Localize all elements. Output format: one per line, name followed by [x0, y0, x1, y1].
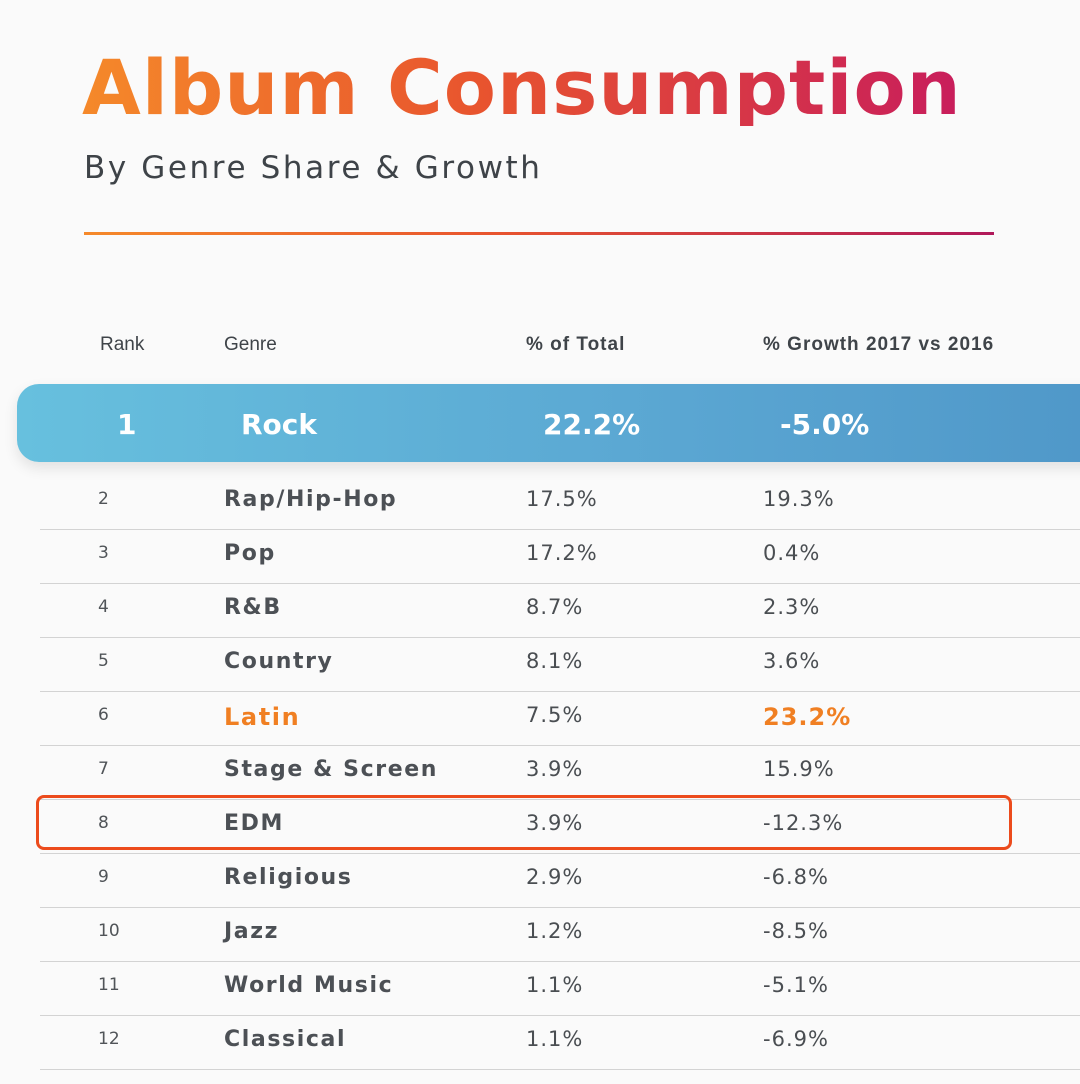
- table-row-rank-11: 11 World Music 1.1% -5.1%: [0, 962, 1080, 1016]
- rank-cell: 4: [98, 597, 109, 617]
- table-row-rank-4: 4 R&B 8.7% 2.3%: [0, 584, 1080, 638]
- rank-cell: 10: [98, 921, 120, 941]
- growth-cell: 3.6%: [763, 649, 821, 673]
- rank-cell: 12: [98, 1029, 120, 1049]
- share-cell: 22.2%: [543, 408, 641, 441]
- growth-cell: -12.3%: [763, 811, 844, 835]
- rank-cell: 8: [98, 813, 109, 833]
- growth-cell: -5.0%: [780, 408, 870, 441]
- share-cell: 8.1%: [526, 649, 584, 673]
- genre-cell: Jazz: [224, 919, 280, 944]
- rank-cell: 3: [98, 543, 109, 563]
- growth-cell: 2.3%: [763, 595, 821, 619]
- table-row-rank-10: 10 Jazz 1.2% -8.5%: [0, 908, 1080, 962]
- table-row-rank-2: 2 Rap/Hip-Hop 17.5% 19.3%: [0, 476, 1080, 530]
- growth-cell: -8.5%: [763, 919, 829, 943]
- highlighted-row-rank-1: 1 Rock 22.2% -5.0%: [17, 384, 1080, 462]
- table-row-rank-9: 9 Religious 2.9% -6.8%: [0, 854, 1080, 908]
- genre-cell: Classical: [224, 1027, 347, 1052]
- table-row-rank-6: 6 Latin 7.5% 23.2%: [0, 692, 1080, 746]
- table-row-rank-5: 5 Country 8.1% 3.6%: [0, 638, 1080, 692]
- share-cell: 1.1%: [526, 1027, 584, 1051]
- table-row-rank-3: 3 Pop 17.2% 0.4%: [0, 530, 1080, 584]
- genre-cell: Latin: [224, 703, 301, 731]
- table-row-rank-7: 7 Stage & Screen 3.9% 15.9%: [0, 746, 1080, 800]
- growth-cell: 23.2%: [763, 703, 852, 731]
- rank-cell: 6: [98, 705, 109, 725]
- genre-cell: R&B: [224, 595, 282, 620]
- genre-cell: EDM: [224, 811, 284, 836]
- share-cell: 8.7%: [526, 595, 584, 619]
- rank-cell: 5: [98, 651, 109, 671]
- growth-cell: 0.4%: [763, 541, 821, 565]
- genre-cell: Country: [224, 649, 334, 674]
- rank-cell: 2: [98, 489, 109, 509]
- genre-cell: Rap/Hip-Hop: [224, 487, 398, 512]
- genre-cell: Religious: [224, 865, 353, 890]
- growth-cell: 19.3%: [763, 487, 835, 511]
- genre-cell: Rock: [241, 408, 318, 441]
- share-cell: 17.2%: [526, 541, 598, 565]
- column-header-genre: Genre: [224, 334, 277, 355]
- share-cell: 1.2%: [526, 919, 584, 943]
- growth-cell: -5.1%: [763, 973, 829, 997]
- edm-row-outline: [36, 795, 1012, 850]
- share-cell: 2.9%: [526, 865, 584, 889]
- rank-cell: 7: [98, 759, 109, 779]
- share-cell: 3.9%: [526, 811, 584, 835]
- growth-cell: -6.9%: [763, 1027, 829, 1051]
- share-cell: 1.1%: [526, 973, 584, 997]
- title-divider: [84, 232, 994, 235]
- genre-cell: World Music: [224, 973, 394, 998]
- genre-cell: Pop: [224, 541, 276, 566]
- table-row-rank-12: 12 Classical 1.1% -6.9%: [0, 1016, 1080, 1070]
- column-header-growth: % Growth 2017 vs 2016: [763, 334, 995, 355]
- table-row-rank-8: 8 EDM 3.9% -12.3%: [0, 800, 1080, 854]
- column-header-share: % of Total: [526, 334, 626, 355]
- chart-title: Album Consumption: [82, 43, 962, 132]
- rank-cell: 9: [98, 867, 109, 887]
- share-cell: 17.5%: [526, 487, 598, 511]
- growth-cell: -6.8%: [763, 865, 829, 889]
- column-header-rank: Rank: [100, 334, 145, 355]
- table-header: Rank Genre % of Total % Growth 2017 vs 2…: [0, 334, 1080, 360]
- genre-cell: Stage & Screen: [224, 757, 439, 782]
- growth-cell: 15.9%: [763, 757, 835, 781]
- rank-cell: 11: [98, 975, 120, 995]
- share-cell: 3.9%: [526, 757, 584, 781]
- chart-subtitle: By Genre Share & Growth: [84, 150, 543, 186]
- rank-cell: 1: [117, 408, 137, 441]
- share-cell: 7.5%: [526, 703, 584, 727]
